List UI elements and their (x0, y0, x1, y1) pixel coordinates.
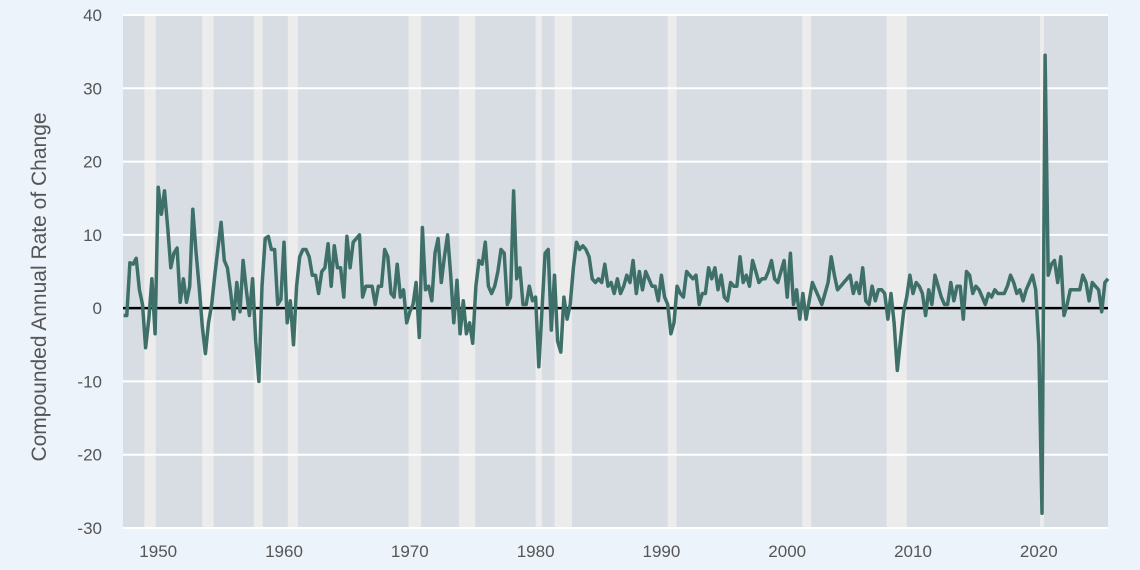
y-tick-label: 30 (83, 79, 102, 98)
y-tick-label: 20 (83, 153, 102, 172)
x-tick-label: 2020 (1020, 542, 1058, 561)
recession-band (144, 15, 156, 528)
x-tick-label: 1950 (139, 542, 177, 561)
recession-bands (144, 15, 1044, 528)
x-tick-label: 1990 (643, 542, 681, 561)
y-tick-label: -10 (77, 372, 102, 391)
recession-band (802, 15, 812, 528)
recession-band (886, 15, 907, 528)
recession-band (408, 15, 422, 528)
recession-band (202, 15, 214, 528)
plot-background (123, 15, 1108, 528)
recession-band (458, 15, 476, 528)
recession-band (287, 15, 298, 528)
y-axis-title: Compounded Annual Rate of Change (28, 112, 51, 461)
x-tick-label: 2000 (768, 542, 806, 561)
y-tick-label: 0 (93, 299, 102, 318)
grid-lines (123, 14, 1108, 529)
plot-area (123, 14, 1110, 529)
recession-band (253, 15, 263, 528)
series-line (123, 53, 1110, 516)
y-tick-label: 40 (83, 6, 102, 25)
y-tick-label: -30 (77, 519, 102, 538)
recession-band (554, 15, 573, 528)
x-tick-label: 2010 (894, 542, 932, 561)
y-tick-label: -20 (77, 446, 102, 465)
y-tick-label: 10 (83, 226, 102, 245)
y-axis-ticks: -30 -20 -10 0 10 20 30 40 (77, 6, 102, 538)
recession-band (535, 15, 542, 528)
x-tick-label: 1970 (391, 542, 429, 561)
x-tick-label: 1980 (517, 542, 555, 561)
recession-band (667, 15, 677, 528)
x-tick-label: 1960 (265, 542, 303, 561)
x-axis-ticks: 1950 1960 1970 1980 1990 2000 2010 2020 (139, 542, 1057, 561)
